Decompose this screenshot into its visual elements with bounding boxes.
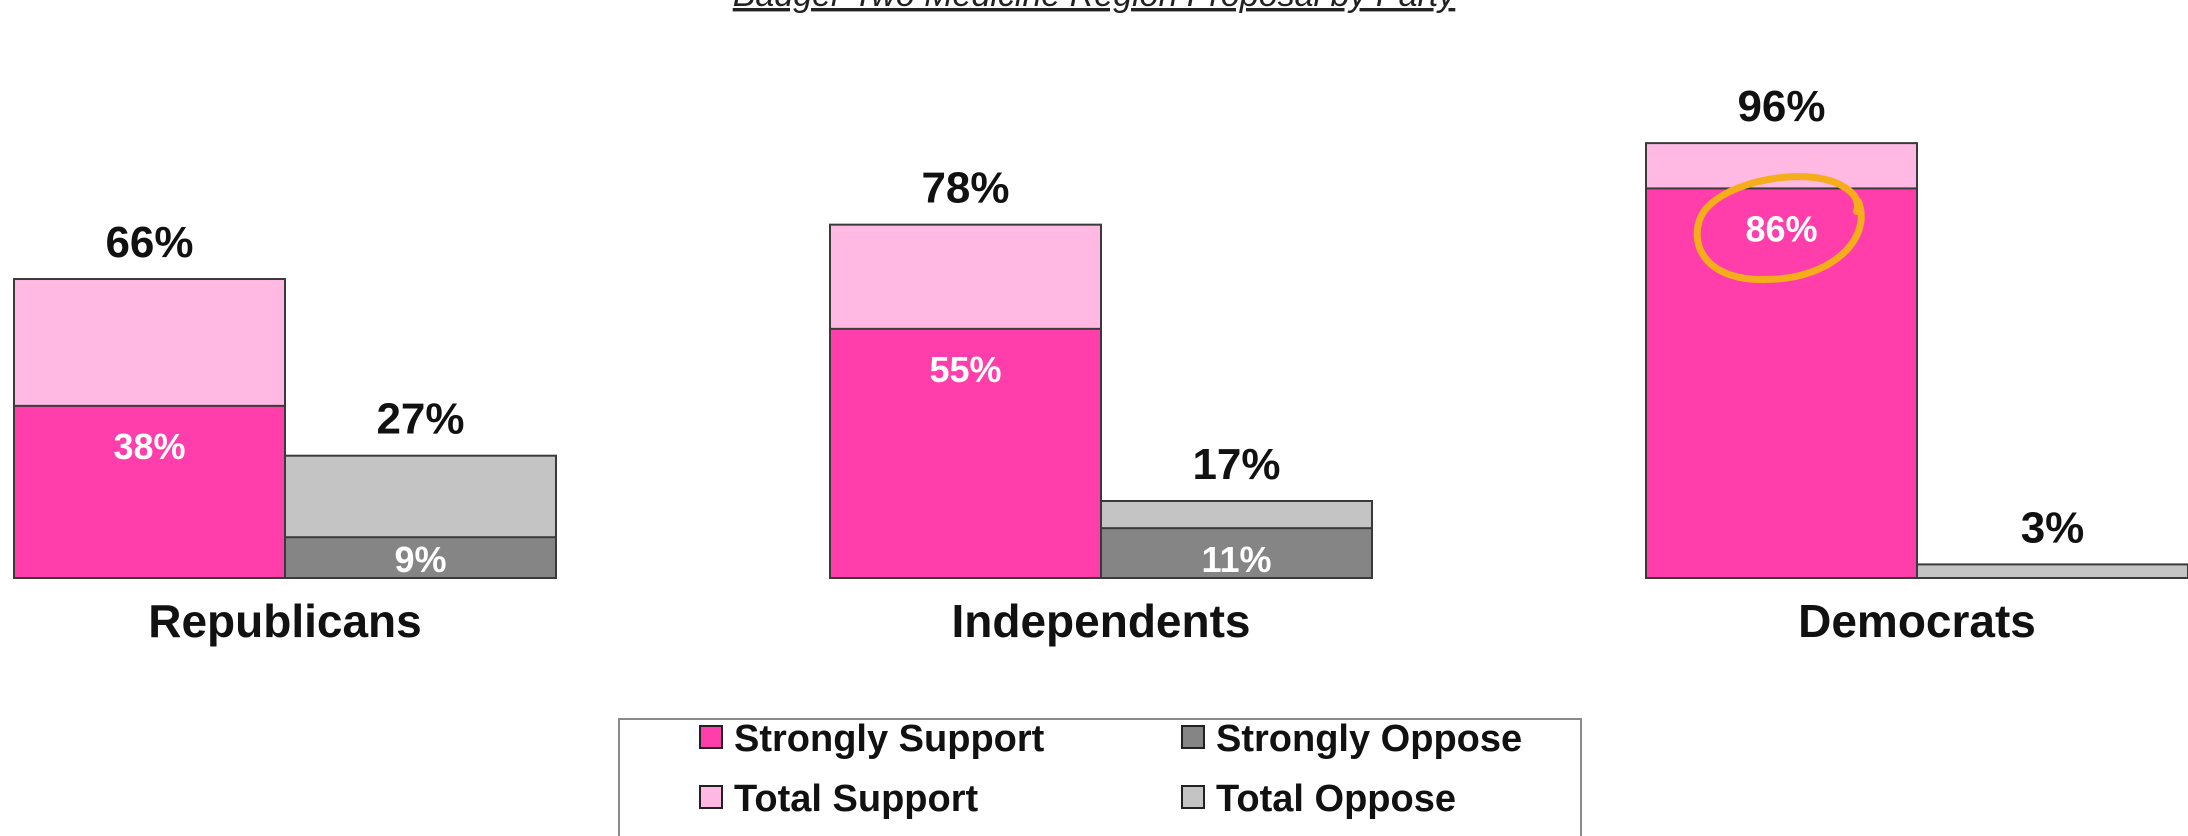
legend: Strongly Support Strongly Oppose Total Sup… (618, 718, 1582, 836)
bars-group: 66% 38% 27% 9% Republicans 78% 55% 17% 11% Indepe… (13, 82, 2188, 647)
strongly-oppose-label-republicans: 9% (394, 539, 446, 580)
total-support-label-republicans: 66% (105, 218, 193, 267)
legend-label-strongly-oppose: Strongly Oppose (1216, 718, 1522, 760)
strongly-support-label-republicans: 38% (113, 426, 185, 467)
chart-title: Badger-Two Medicine Region Proposal by P… (733, 0, 1458, 14)
strongly-oppose-bar-independents (1100, 527, 1373, 579)
total-oppose-bar-democrats (1916, 563, 2188, 579)
total-oppose-label-independents: 17% (1192, 440, 1280, 489)
strongly-support-label-democrats: 86% (1745, 208, 1817, 249)
legend-label-total-support: Total Support (734, 778, 978, 820)
legend-swatch-total-oppose (1181, 785, 1205, 809)
strongly-support-label-independents: 55% (929, 349, 1001, 390)
strongly-support-bar-democrats (1645, 187, 1918, 579)
legend-box (618, 718, 1582, 836)
category-label-republicans: Republicans (148, 595, 422, 647)
highlight-circle (1693, 173, 1865, 283)
legend-label-total-oppose: Total Oppose (1216, 778, 1456, 820)
legend-swatch-strongly-support (699, 725, 723, 749)
total-oppose-label-democrats: 3% (2021, 503, 2085, 552)
legend-swatch-strongly-oppose (1181, 725, 1205, 749)
legend-swatch-total-support (699, 785, 723, 809)
total-oppose-label-republicans: 27% (376, 395, 464, 444)
strongly-oppose-label-independents: 11% (1201, 539, 1271, 580)
strongly-support-bar-independents (829, 327, 1102, 579)
strongly-oppose-bar-republicans (284, 536, 557, 579)
total-support-label-independents: 78% (921, 164, 1009, 213)
strongly-support-bar-republicans (13, 404, 286, 579)
total-support-label-democrats: 96% (1737, 82, 1825, 131)
category-label-democrats: Democrats (1798, 595, 2036, 647)
category-label-independents: Independents (951, 595, 1250, 647)
legend-label-strongly-support: Strongly Support (734, 718, 1045, 760)
